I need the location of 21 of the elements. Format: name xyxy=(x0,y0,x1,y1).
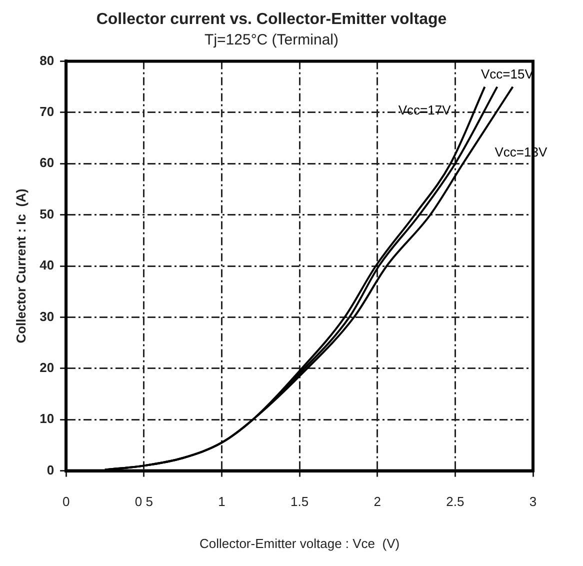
y-tick-label: 60 xyxy=(40,155,54,170)
x-tick-label: 2.5 xyxy=(446,494,464,510)
x-tick-label: 3 xyxy=(529,494,537,510)
y-tick-label: 50 xyxy=(40,206,54,222)
y-tick-label: 10 xyxy=(40,411,54,426)
chart-title: Collector current vs. Collector-Emitter voltage xyxy=(96,11,447,28)
y-tick-label: 40 xyxy=(40,258,54,273)
x-tick-label: 0 xyxy=(62,494,70,510)
x-tick-label: 1.5 xyxy=(290,494,309,510)
chart-subtitle: Tj=125°C (Terminal) xyxy=(204,31,338,48)
y-tick-label: 80 xyxy=(40,52,54,68)
y-axis-title: Collector Current : Ic (A) xyxy=(13,188,28,344)
y-tick-label: 30 xyxy=(40,308,54,324)
x-tick-label: 2 xyxy=(374,494,381,510)
x-axis-title: Collector-Emitter voltage : Vce (V) xyxy=(199,536,400,551)
y-tick-label: 0 xyxy=(46,462,54,478)
y-tick-label: 70 xyxy=(40,104,54,119)
series-label: Vcc=15V xyxy=(481,66,534,82)
x-tick-label: 1 xyxy=(218,494,226,510)
x-tick-label: 0 5 xyxy=(134,494,153,510)
y-tick-label: 20 xyxy=(40,360,54,375)
